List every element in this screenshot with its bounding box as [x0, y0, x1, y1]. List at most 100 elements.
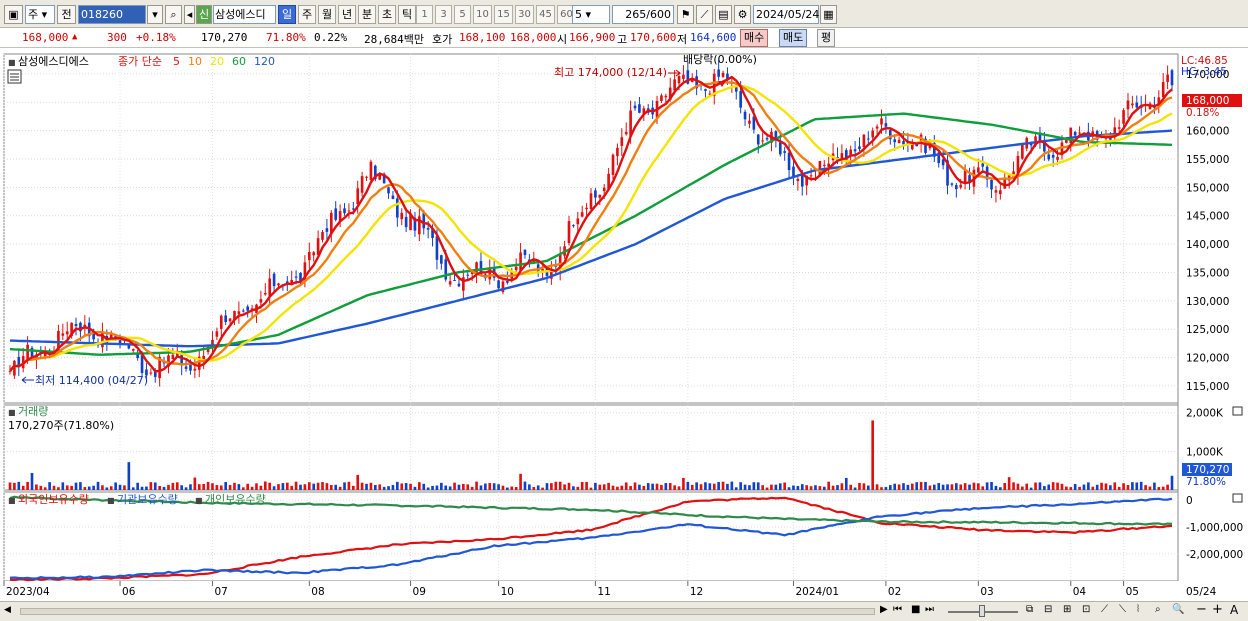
volume-bar [981, 486, 985, 490]
scroll-left-icon[interactable]: ◀ [4, 605, 11, 615]
chart-scrollbar[interactable]: ◀ ▶ ⏮ ■ ⏭ ⧉ ⊟ ⊞ ⊡ ⟋ ⟍ ⦚ ⌕ 🔍 − + A [0, 601, 1248, 621]
period-button-1[interactable]: 주 [298, 5, 316, 24]
candle-body [1043, 139, 1046, 152]
volume-bar [1069, 487, 1073, 490]
period-button-5[interactable]: 초 [378, 5, 396, 24]
candle-body [453, 280, 456, 282]
volume-bar [409, 483, 412, 490]
period-button-4[interactable]: 분 [358, 5, 376, 24]
volume-bar [660, 484, 663, 490]
count-field[interactable]: 265/600 [612, 5, 674, 24]
panel-frame-1 [3, 404, 1179, 491]
volume-bar [1078, 486, 1081, 490]
volume-bar [8, 482, 12, 490]
ma-line-5 [9, 75, 1173, 373]
legend-ma-20: 20 [210, 55, 224, 68]
minute-button-30[interactable]: 30 [515, 5, 534, 24]
volume-bar [321, 482, 324, 490]
zoom-in-icon[interactable]: + [1212, 602, 1223, 617]
grid-icon[interactable]: ⊡ [1082, 604, 1091, 615]
volume-bar [57, 487, 60, 490]
volume-bar [92, 485, 95, 490]
volume-bar [228, 484, 232, 490]
candle-body [1091, 131, 1095, 136]
period-button-3[interactable]: 년 [338, 5, 356, 24]
minute-button-45[interactable]: 45 [536, 5, 555, 24]
zoom-out-icon[interactable]: − [1196, 602, 1207, 617]
font-size-icon[interactable]: A [1230, 603, 1239, 617]
gear-icon[interactable]: ⚙ [734, 5, 751, 24]
volume-bar [466, 484, 470, 490]
stock-name-field[interactable]: 삼성에스디 [213, 5, 276, 24]
volume-bar [853, 487, 857, 490]
candle-body [981, 163, 985, 167]
sound-icon[interactable]: ◂ [184, 5, 195, 24]
tick-setting-field[interactable]: 5 ▾ [572, 5, 610, 24]
candle-body [682, 74, 685, 79]
candle-body [514, 266, 518, 271]
period-button-6[interactable]: 틱 [398, 5, 416, 24]
fibo-icon[interactable]: ⦚ [1137, 604, 1140, 615]
calendar-icon[interactable]: ▦ [820, 5, 837, 24]
candle-type-icon[interactable]: ⚑ [677, 5, 694, 24]
magnify-icon[interactable]: 🔍 [1172, 604, 1185, 615]
draw-ray-icon[interactable]: ⟍ [1119, 604, 1126, 615]
volume-bar [352, 485, 355, 490]
window-menu-icon[interactable]: ▣ [4, 5, 23, 24]
volume-bar [558, 481, 562, 490]
eval-button[interactable]: 평 [817, 29, 836, 47]
save-icon[interactable]: ▤ [715, 5, 732, 24]
draw-line-icon[interactable]: ⟋ [1101, 604, 1108, 615]
volume-bar [1100, 482, 1103, 490]
minute-button-15[interactable]: 15 [494, 5, 513, 24]
search-icon[interactable]: ⌕ [165, 5, 182, 24]
scroll-track[interactable] [20, 608, 875, 615]
price-tick-5: 145,000 [1186, 211, 1229, 223]
minute-button-5[interactable]: 5 [454, 5, 471, 24]
volume-bar [338, 486, 342, 490]
ticker-input[interactable]: 018260 [78, 5, 146, 24]
stock-chart[interactable]: 170,000165,000160,000155,000150,000145,0… [0, 48, 1248, 601]
ticker-dropdown-icon[interactable]: ▾ [147, 5, 163, 24]
zoom-slider-handle[interactable] [979, 605, 985, 617]
layout-icon[interactable]: ⧉ [1026, 604, 1034, 615]
minute-group: 1 3 5 10 15 30 45 60 [416, 5, 576, 24]
volume-bar [1034, 482, 1037, 490]
scroll-start-icon[interactable]: ⏮ [893, 604, 902, 615]
open-label: 시 [557, 33, 568, 46]
candle-body [897, 139, 901, 144]
legend-ma-label: 종가 단순 [118, 55, 162, 68]
candle-body [660, 95, 663, 101]
candle-body [893, 139, 897, 143]
split-icon[interactable]: ⊟ [1044, 604, 1053, 615]
candle-body [479, 261, 483, 276]
period-button-0[interactable]: 일 [278, 5, 296, 24]
sell-button[interactable]: 매도 [779, 29, 808, 47]
scroll-play-icon[interactable]: ▶ [880, 604, 888, 615]
prefix-button[interactable]: 전 [57, 5, 76, 24]
minute-button-3[interactable]: 3 [435, 5, 452, 24]
period-button-2[interactable]: 월 [318, 5, 336, 24]
candle-body [8, 370, 12, 372]
market-select[interactable]: 주 ▾ [25, 5, 55, 24]
scroll-end-icon[interactable]: ⏭ [925, 604, 934, 615]
candle-body [277, 283, 280, 286]
compare-icon[interactable]: ⊞ [1063, 604, 1072, 615]
candle-body [325, 228, 329, 232]
candle-body [21, 356, 25, 369]
volume-bar [594, 482, 597, 490]
candle-body [149, 372, 153, 374]
volume-bar [224, 482, 227, 490]
indicator-icon[interactable]: ⟋ [696, 5, 713, 24]
zoom-icon[interactable]: ⌕ [1155, 604, 1161, 615]
dividend-annotation: 배당락(0.00%) [683, 53, 757, 66]
scroll-stop-icon[interactable]: ■ [911, 604, 921, 615]
buy-button[interactable]: 매수 [740, 29, 769, 47]
volume-bar [778, 483, 782, 490]
minute-button-10[interactable]: 10 [473, 5, 492, 24]
date-field[interactable]: 2024/05/24 [753, 5, 819, 24]
candle-body [726, 73, 729, 81]
x-tick-2: 07 [214, 586, 227, 598]
minute-button-1[interactable]: 1 [416, 5, 433, 24]
candle-body [607, 173, 610, 189]
